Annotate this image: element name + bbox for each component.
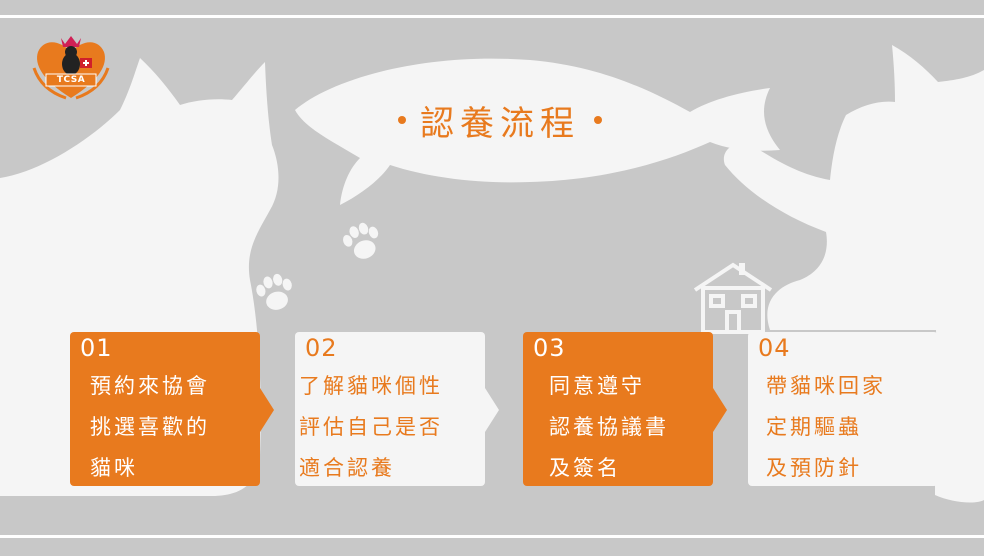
step-arrow-icon bbox=[260, 388, 274, 432]
house-icon bbox=[693, 262, 773, 334]
step-line: 帶貓咪回家 bbox=[766, 374, 886, 398]
title-dot-icon bbox=[398, 116, 406, 124]
fish-silhouette bbox=[295, 58, 780, 205]
step-line: 定期驅蟲 bbox=[766, 415, 862, 439]
step-box bbox=[295, 332, 485, 486]
step-line: 挑選喜歡的 bbox=[90, 415, 210, 439]
step-number: 04 bbox=[758, 334, 791, 362]
step-lines: 帶貓咪回家 定期驅蟲 及預防針 bbox=[766, 366, 886, 489]
bottom-divider bbox=[0, 535, 984, 538]
step-line: 貓咪 bbox=[90, 456, 138, 480]
tcsa-logo: TCSA bbox=[30, 34, 112, 104]
step-number: 01 bbox=[80, 334, 113, 362]
step-lines: 同意遵守 認養協議書 及簽名 bbox=[549, 366, 669, 489]
top-divider bbox=[0, 15, 984, 18]
step-line: 評估自己是否 bbox=[299, 415, 443, 439]
step-line: 認養協議書 bbox=[549, 415, 669, 439]
logo-emblem-icon bbox=[32, 36, 110, 100]
title-dot-icon bbox=[594, 116, 602, 124]
step-line: 同意遵守 bbox=[549, 374, 645, 398]
step-line: 及預防針 bbox=[766, 456, 862, 480]
page-title: 認養流程 bbox=[365, 100, 635, 144]
step-line: 預約來協會 bbox=[90, 374, 210, 398]
logo-text: TCSA bbox=[56, 75, 86, 85]
step-line: 了解貓咪個性 bbox=[299, 374, 443, 398]
paw-print-icon bbox=[343, 222, 379, 259]
step-line: 適合認養 bbox=[299, 456, 395, 480]
step-line: 及簽名 bbox=[549, 456, 621, 480]
step-arrow-icon bbox=[485, 388, 499, 432]
step-arrow-icon bbox=[713, 388, 727, 432]
step-box bbox=[70, 332, 260, 486]
step-box bbox=[523, 332, 713, 486]
right-cat-silhouette bbox=[723, 45, 984, 503]
step-number: 03 bbox=[533, 334, 566, 362]
page-title-text: 認養流程 bbox=[420, 103, 580, 144]
paw-print-icon bbox=[256, 273, 292, 310]
step-box bbox=[748, 332, 938, 486]
step-number: 02 bbox=[305, 334, 338, 362]
step-lines: 了解貓咪個性 評估自己是否 適合認養 bbox=[299, 366, 443, 489]
step-lines: 預約來協會 挑選喜歡的 貓咪 bbox=[90, 366, 210, 489]
